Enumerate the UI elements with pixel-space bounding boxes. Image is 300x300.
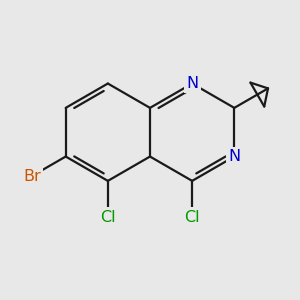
Text: N: N: [186, 76, 198, 91]
Text: Cl: Cl: [184, 210, 200, 225]
Text: Br: Br: [23, 169, 41, 184]
Text: Cl: Cl: [100, 210, 116, 225]
Text: N: N: [228, 149, 240, 164]
